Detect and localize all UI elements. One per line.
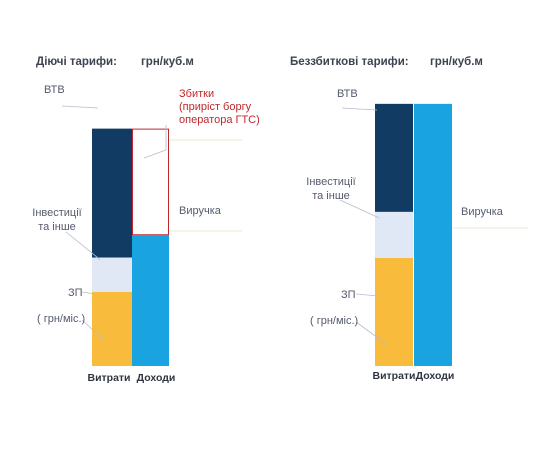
right-bar-costs-vtb (375, 103, 413, 212)
left-label-zp-unit: ( грн/міс.) (37, 313, 86, 325)
left-chart-title: Діючі тарифи: (36, 56, 117, 68)
right-label-zp: ЗП (341, 289, 356, 301)
left-leader-zp-unit (81, 319, 105, 341)
left-leader-loss (143, 149, 167, 159)
right-label-revenue: Виручка (461, 206, 503, 218)
left-bar-income-revenue (132, 235, 169, 366)
right-label-investments-line2: та інше (312, 190, 350, 202)
right-chart-title: Беззбиткові тарифи: (290, 56, 409, 68)
left-label-loss-line3: оператора ГТС) (179, 114, 260, 126)
right-leader-zp-unit (355, 321, 386, 344)
left-bar-costs-investments (92, 257, 132, 292)
left-label-revenue: Виручка (179, 205, 221, 217)
left-leader-vtb (61, 105, 99, 109)
left-leader-zp (81, 291, 96, 295)
right-leader-zp (355, 293, 380, 297)
right-label-vtb: ВТВ (337, 88, 358, 100)
left-bar-costs-zp (92, 291, 132, 366)
right-label-zp-unit: ( грн/міс.) (310, 315, 359, 327)
right-leader-investments (339, 199, 380, 219)
left-label-loss-line1: Збитки (179, 88, 215, 100)
right-chart-unit: грн/куб.м (430, 56, 483, 68)
left-chart-unit: грн/куб.м (141, 56, 194, 68)
right-category-income: Доходи (415, 370, 455, 382)
left-bar-costs-vtb (92, 128, 132, 258)
left-label-investments-line2: та інше (38, 221, 76, 233)
left-label-zp: ЗП (68, 287, 83, 299)
left-leader-investments (65, 231, 101, 260)
left-label-investments-line1: Інвестиції (32, 207, 82, 219)
right-bar-costs-investments (375, 211, 413, 258)
right-bar-income-revenue (414, 103, 452, 366)
left-category-costs: Витрати (87, 372, 131, 384)
right-category-costs: Витрати (372, 370, 416, 382)
right-leader-vtb (341, 107, 378, 111)
left-label-vtb: ВТВ (44, 84, 65, 96)
left-category-income: Доходи (136, 372, 176, 384)
left-bar-income-loss (132, 128, 169, 236)
left-label-loss-line2: (приріст боргу (179, 101, 252, 113)
right-label-investments-line1: Інвестиції (306, 176, 356, 188)
right-bar-costs-zp (375, 258, 413, 366)
